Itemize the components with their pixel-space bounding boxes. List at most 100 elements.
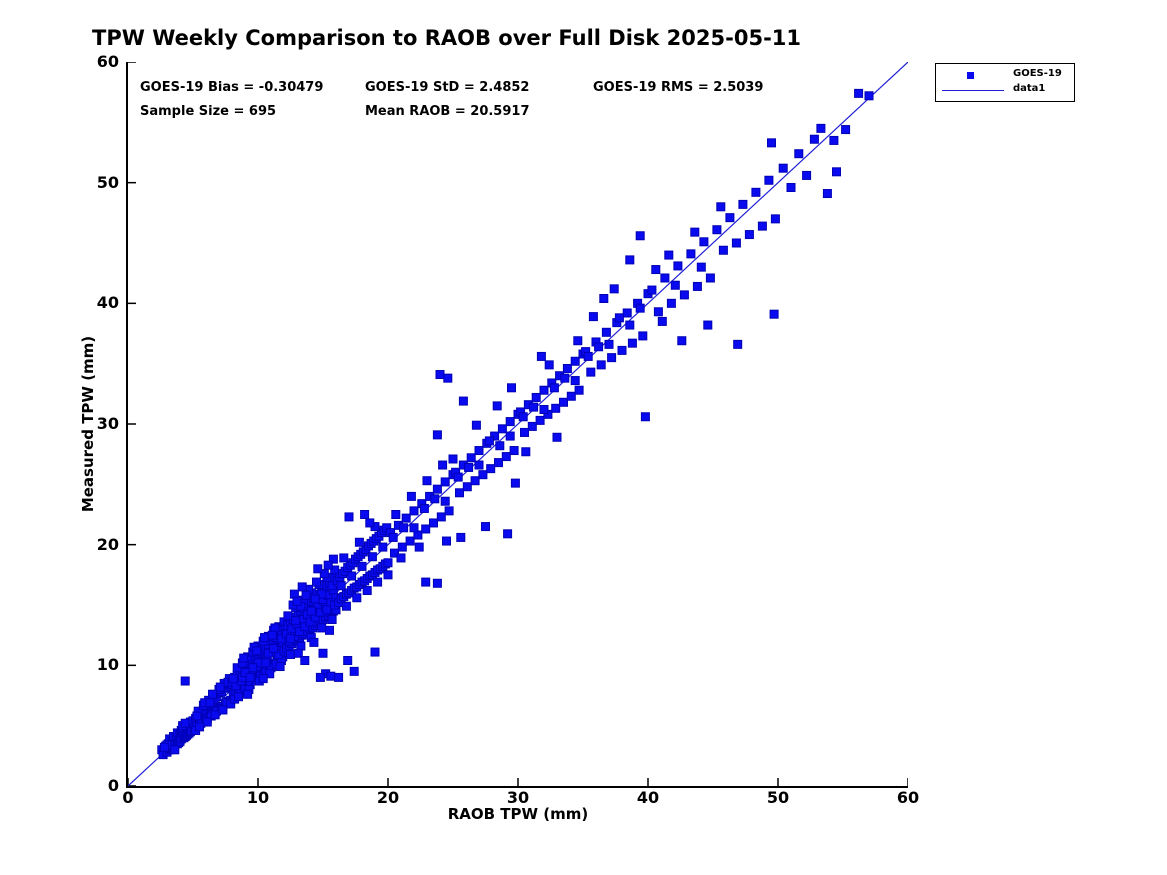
- scatter-point: [362, 586, 372, 596]
- scatter-point: [562, 363, 572, 373]
- scatter-point: [430, 494, 440, 504]
- scatter-plot-canvas: [128, 62, 908, 786]
- scatter-point: [456, 532, 466, 542]
- scatter-point: [604, 339, 614, 349]
- scatter-point: [474, 460, 484, 470]
- scatter-point: [265, 669, 275, 679]
- scatter-point: [481, 522, 490, 532]
- scatter-point: [770, 214, 780, 224]
- scatter-point: [599, 294, 609, 304]
- scatter-point: [625, 320, 635, 330]
- scatter-point: [505, 417, 515, 427]
- scatter-point: [367, 552, 377, 562]
- scatter-point: [295, 627, 305, 637]
- scatter-point: [432, 578, 442, 588]
- stat-rms: GOES-19 RMS = 2.5039: [593, 80, 764, 95]
- scatter-point: [305, 617, 315, 627]
- scatter-point: [245, 672, 255, 682]
- scatter-point: [429, 518, 438, 528]
- scatter-point: [432, 484, 442, 494]
- scatter-point: [406, 491, 416, 501]
- legend-label-data1: data1: [1013, 83, 1046, 94]
- scatter-point: [440, 496, 450, 506]
- scatter-point: [544, 360, 554, 370]
- scatter-point: [539, 385, 549, 395]
- scatter-point: [442, 536, 451, 546]
- scatter-point: [725, 213, 735, 223]
- scatter-point: [323, 560, 333, 570]
- scatter-point: [509, 446, 519, 456]
- scatter-point: [594, 342, 604, 352]
- scatter-point: [462, 482, 472, 492]
- legend: GOES-19 data1: [935, 63, 1075, 102]
- x-tick-label-0: 0: [122, 788, 134, 807]
- scatter-point: [614, 313, 624, 323]
- scatter-point: [566, 391, 576, 401]
- scatter-point: [841, 125, 851, 135]
- scatter-point: [690, 227, 700, 237]
- scatter-point: [495, 441, 505, 451]
- x-axis-label: RAOB TPW (mm): [447, 805, 589, 823]
- scatter-point: [660, 273, 670, 283]
- scatter-point: [210, 710, 220, 720]
- scatter-point: [657, 316, 667, 326]
- scatter-point: [670, 280, 680, 290]
- y-axis-label: Measured TPW (mm): [79, 335, 97, 513]
- scatter-point: [347, 571, 357, 581]
- scatter-point: [301, 590, 311, 600]
- scatter-point: [283, 611, 293, 621]
- scatter-point: [651, 265, 661, 275]
- scatter-point: [291, 616, 301, 626]
- scatter-point: [731, 238, 741, 248]
- scatter-point: [551, 403, 561, 413]
- scatter-point: [180, 676, 190, 686]
- scatter-point: [352, 593, 362, 603]
- scatter-point: [275, 662, 285, 672]
- scatter-point: [215, 682, 225, 692]
- scatter-point: [501, 452, 511, 462]
- scatter-point: [414, 542, 424, 552]
- scatter-point: [518, 412, 528, 422]
- scatter-point: [535, 415, 545, 425]
- scatter-point: [240, 668, 250, 678]
- y-tick-label-20: 20: [96, 534, 119, 554]
- scatter-point: [490, 431, 500, 441]
- scatter-point: [315, 672, 325, 682]
- scatter-point: [764, 175, 774, 185]
- scatter-point: [854, 88, 864, 98]
- scatter-point: [306, 606, 316, 616]
- scatter-point: [492, 401, 502, 411]
- scatter-point: [699, 237, 709, 247]
- scatter-point: [744, 230, 754, 240]
- scatter-point: [263, 648, 273, 658]
- scatter-point: [520, 427, 529, 437]
- scatter-point: [436, 512, 446, 522]
- stat-std: GOES-19 StD = 2.4852: [365, 80, 530, 95]
- x-tick-label-40: 40: [636, 788, 660, 807]
- x-tick-label-60: 60: [896, 788, 920, 807]
- x-tick-label-20: 20: [376, 788, 400, 807]
- scatter-point: [471, 420, 481, 430]
- scatter-point: [757, 221, 767, 231]
- y-tick-label-50: 50: [96, 172, 119, 192]
- scatter-point: [679, 290, 689, 300]
- scatter-point: [696, 262, 706, 272]
- scatter-point: [448, 454, 458, 464]
- scatter-point: [269, 643, 279, 653]
- scatter-point: [344, 512, 354, 522]
- scatter-point: [317, 623, 327, 633]
- scatter-point: [205, 698, 215, 708]
- scatter-point: [531, 392, 541, 402]
- scatter-point: [829, 135, 839, 145]
- scatter-point: [322, 605, 332, 615]
- scatter-point: [325, 625, 334, 635]
- scatter-point: [260, 633, 269, 643]
- x-tick-label-50: 50: [766, 788, 790, 807]
- scatter-point: [293, 648, 303, 658]
- scatter-point: [664, 250, 674, 260]
- scatter-point: [267, 630, 277, 640]
- scatter-point: [248, 663, 258, 673]
- scatter-point: [601, 327, 611, 337]
- scatter-point: [297, 582, 307, 592]
